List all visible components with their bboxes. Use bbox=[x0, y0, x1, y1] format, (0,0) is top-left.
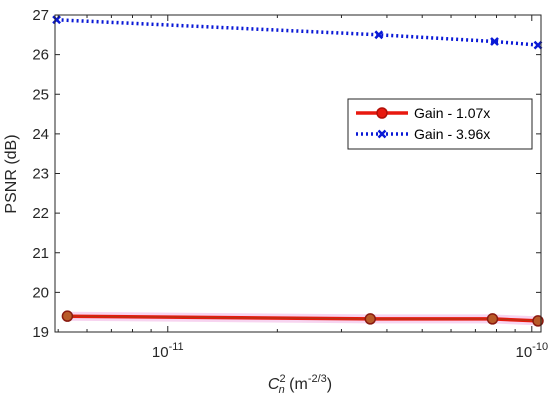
y-tick-label: 26 bbox=[32, 47, 49, 64]
x-axis-title-unit-exp: -2/3 bbox=[308, 373, 327, 385]
y-tick-label: 21 bbox=[32, 245, 49, 262]
series-2-marker bbox=[490, 37, 499, 46]
x-tick-label-base: 10 bbox=[515, 344, 532, 361]
x-axis-title: C2 n (m-2/3) bbox=[268, 373, 332, 396]
series-2-marker bbox=[533, 40, 543, 50]
series-1-marker bbox=[61, 310, 74, 322]
x-tick-label: 10-10 bbox=[515, 341, 548, 361]
plot-area bbox=[55, 15, 541, 332]
x-tick-label-exponent: -11 bbox=[169, 341, 184, 353]
series-1-marker bbox=[532, 315, 544, 327]
x-tick-label: 10-11 bbox=[152, 341, 184, 361]
series-2-marker bbox=[374, 30, 384, 40]
y-tick-label: 19 bbox=[32, 324, 49, 341]
legend-swatch-marker-2 bbox=[377, 129, 387, 139]
y-tick-label: 24 bbox=[32, 126, 49, 143]
x-axis-title-unit: (m bbox=[285, 376, 308, 393]
x-tick-label-base: 10 bbox=[152, 344, 169, 361]
y-tick-label: 20 bbox=[32, 284, 49, 301]
y-tick-label: 23 bbox=[32, 166, 49, 183]
y-tick-label: 27 bbox=[32, 7, 49, 24]
series-1-marker bbox=[364, 313, 377, 325]
legend-label-2: Gain - 3.96x bbox=[414, 126, 490, 142]
y-axis-title: PSNR (dB) bbox=[3, 134, 20, 213]
x-axis-title-sup: 2 bbox=[279, 373, 285, 385]
series-layer bbox=[52, 15, 544, 327]
series-2-marker bbox=[52, 15, 61, 25]
y-tick-label: 25 bbox=[32, 86, 49, 103]
series-1-line-core bbox=[67, 315, 539, 322]
legend-box bbox=[347, 98, 533, 150]
x-axis-title-symbol: C bbox=[268, 376, 280, 393]
series-2-line bbox=[56, 18, 539, 47]
legend: Gain - 1.07x Gain - 3.96x bbox=[347, 98, 533, 150]
x-axis-title-sub: n bbox=[279, 384, 285, 396]
legend-swatch-marker-1 bbox=[376, 107, 388, 119]
series-1-marker bbox=[486, 313, 499, 325]
y-tick-label: 22 bbox=[32, 205, 49, 222]
x-tick-label-exponent: -10 bbox=[532, 341, 548, 353]
legend-label-1: Gain - 1.07x bbox=[414, 105, 490, 121]
x-axis-title-unit-close: ) bbox=[327, 376, 332, 393]
